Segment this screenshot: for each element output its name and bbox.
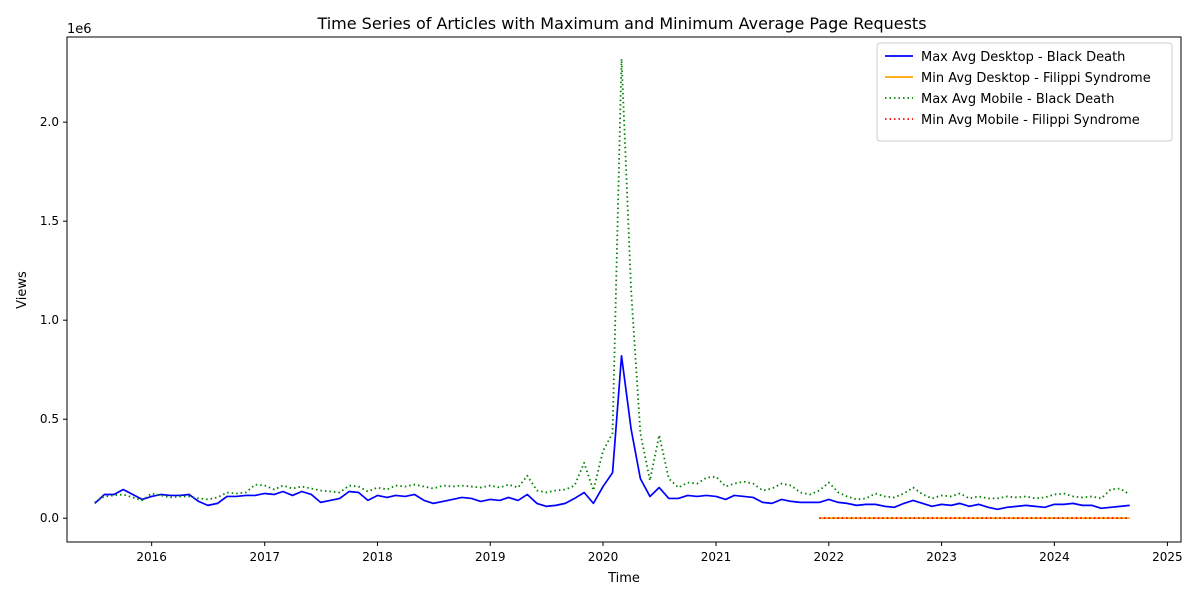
x-tick-label: 2016 bbox=[136, 550, 167, 564]
x-tick-label: 2022 bbox=[814, 550, 845, 564]
legend-label: Min Avg Mobile - Filippi Syndrome bbox=[921, 113, 1140, 128]
x-tick-label: 2017 bbox=[249, 550, 280, 564]
x-tick-label: 2024 bbox=[1039, 550, 1070, 564]
legend-label: Max Avg Desktop - Black Death bbox=[921, 50, 1125, 65]
x-tick-label: 2021 bbox=[701, 550, 732, 564]
legend: Max Avg Desktop - Black Death Min Avg Des… bbox=[876, 42, 1173, 142]
x-tick-label: 2023 bbox=[926, 550, 957, 564]
x-tick-label: 2018 bbox=[362, 550, 393, 564]
series-line-max-avg-mobile-black-death bbox=[94, 57, 1131, 504]
y-tick-label: 0.5 bbox=[40, 412, 59, 426]
legend-label: Max Avg Mobile - Black Death bbox=[921, 92, 1114, 107]
y-axis: 0.0 0.5 1.0 1.5 2.0 bbox=[40, 115, 67, 525]
axes-frame bbox=[66, 36, 1182, 543]
legend-box bbox=[876, 42, 1173, 142]
plot-area bbox=[94, 57, 1131, 519]
y-tick-label: 1.5 bbox=[40, 214, 59, 228]
y-offset-label: 1e6 bbox=[67, 22, 92, 37]
x-axis-label: Time bbox=[607, 571, 640, 586]
y-tick-label: 0.0 bbox=[40, 511, 59, 525]
legend-label: Min Avg Desktop - Filippi Syndrome bbox=[921, 71, 1151, 86]
y-tick-label: 2.0 bbox=[40, 115, 59, 129]
x-tick-label: 2019 bbox=[475, 550, 506, 564]
y-axis-label: Views bbox=[15, 271, 30, 309]
y-tick-label: 1.0 bbox=[40, 313, 59, 327]
x-tick-label: 2020 bbox=[588, 550, 619, 564]
series-line-max-avg-desktop-black-death bbox=[94, 354, 1130, 511]
x-axis: 2016 2017 2018 2019 2020 2021 2022 2023 2024 2025 bbox=[136, 542, 1183, 564]
chart-title: Time Series of Articles with Maximum and… bbox=[316, 14, 926, 33]
x-tick-label: 2025 bbox=[1152, 550, 1183, 564]
